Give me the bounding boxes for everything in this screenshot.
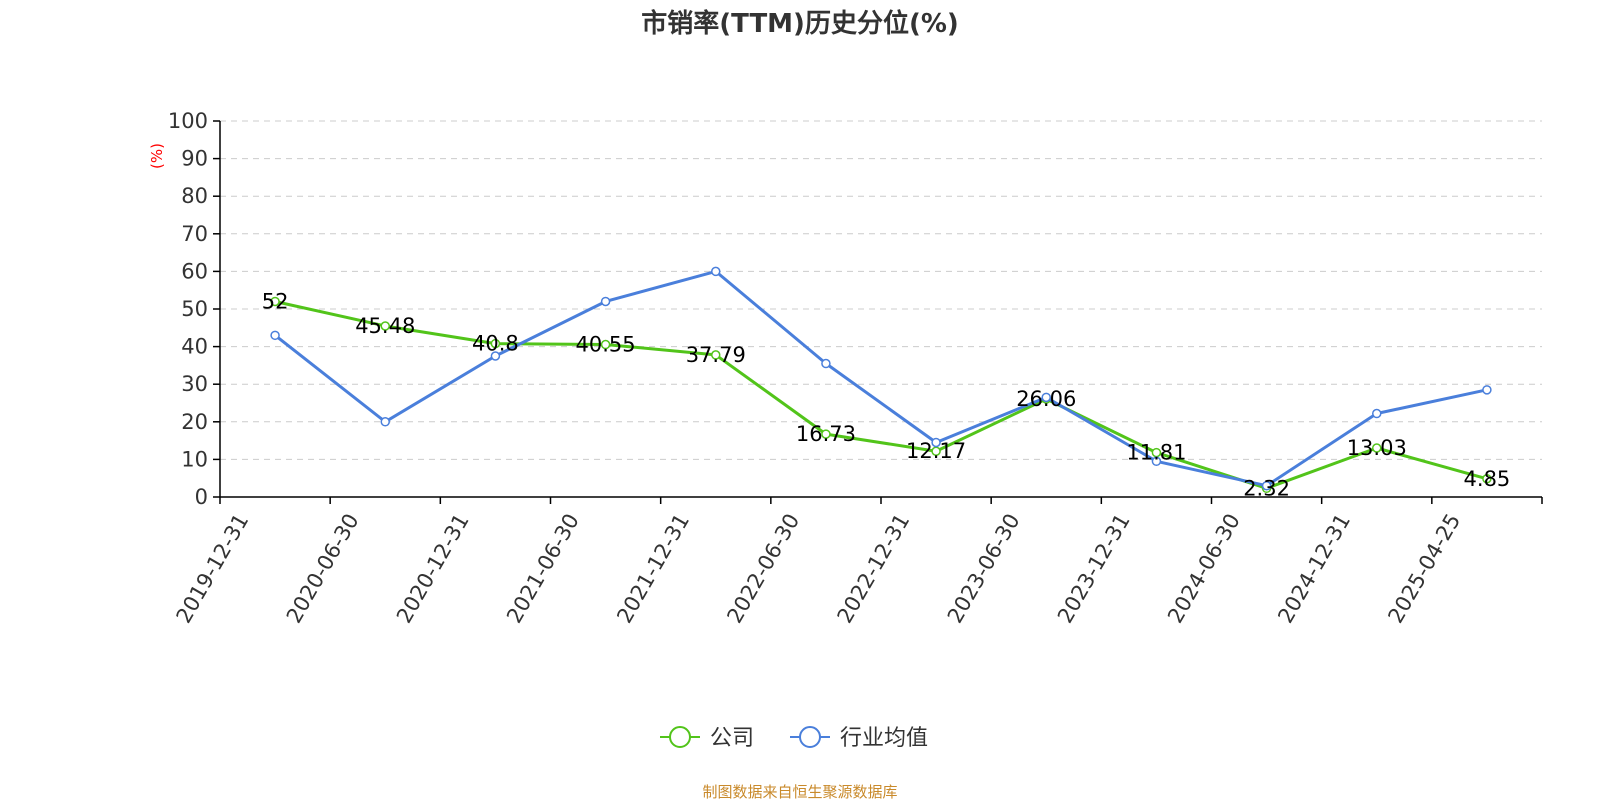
data-point-0[interactable] [711, 350, 721, 360]
x-tick-label: 2019-12-31 [172, 510, 254, 628]
x-tick-label: 2023-12-31 [1053, 510, 1135, 628]
y-tick-label: 50 [181, 297, 208, 321]
x-tick-label: 2021-06-30 [502, 510, 584, 628]
data-label: 12.17 [906, 439, 966, 463]
data-label: 16.73 [796, 422, 856, 446]
series-line-0 [274, 300, 1488, 490]
x-tick-label: 2024-12-31 [1273, 510, 1355, 628]
legend-label: 行业均值 [840, 726, 928, 751]
y-tick-label: 90 [181, 147, 208, 171]
y-tick-label: 10 [181, 447, 208, 471]
x-tick-label: 2020-06-30 [282, 510, 364, 628]
data-point-0[interactable] [600, 339, 611, 350]
data-point-1[interactable] [1372, 408, 1382, 419]
x-tick-label: 2024-06-30 [1163, 510, 1245, 628]
chart-title: 市销率(TTM)历史分位(%) [641, 8, 959, 39]
data-label: 26.06 [1016, 387, 1076, 411]
legend-item-1[interactable]: 行业均值 [790, 726, 928, 751]
data-label-layer: 52 45.48 40.8 40.55 37.79 16.73 12.17 26.06 11.8… [262, 289, 1511, 500]
data-point-0[interactable] [490, 338, 501, 349]
legend-item-0[interactable]: 公司 [660, 726, 754, 751]
data-label: 4.85 [1464, 467, 1511, 491]
data-point-0[interactable] [270, 296, 280, 307]
y-axis-label: (%) [148, 143, 166, 169]
source-note: 制图数据来自恒生聚源数据库 [702, 783, 897, 800]
data-point-1[interactable] [490, 351, 501, 361]
data-point-1[interactable] [1151, 456, 1162, 467]
data-label: 37.79 [686, 343, 746, 367]
series-line-1 [274, 269, 1488, 488]
data-point-1[interactable] [931, 437, 941, 448]
y-tick-label: 60 [181, 259, 208, 283]
x-tick-label: 2021-12-31 [612, 510, 694, 628]
data-point-0[interactable] [1372, 443, 1382, 453]
y-tick-label: 80 [181, 184, 208, 208]
grid-layer [220, 120, 1542, 460]
y-tick-label: 0 [195, 485, 208, 509]
y-tick-label: 20 [181, 410, 208, 434]
legend-label: 公司 [710, 726, 754, 751]
data-point-0[interactable] [1482, 474, 1492, 484]
x-tick-label: 2022-12-31 [833, 510, 915, 628]
legend-marker [669, 726, 691, 748]
x-tick-label: 2020-12-31 [392, 510, 474, 628]
x-tick-label: 2025-04-25 [1383, 510, 1465, 628]
data-label: 40.55 [576, 333, 636, 357]
y-tick-label: 40 [181, 335, 208, 359]
data-point-1[interactable] [270, 330, 280, 341]
data-point-0[interactable] [821, 429, 831, 439]
data-label: 11.81 [1126, 441, 1186, 465]
data-point-1[interactable] [1261, 480, 1272, 491]
data-point-1[interactable] [1041, 392, 1051, 403]
data-point-0[interactable] [931, 446, 941, 456]
data-label: 52 [262, 289, 289, 313]
x-tick-label: 2023-06-30 [943, 510, 1025, 628]
data-point-1[interactable] [600, 296, 611, 307]
data-point-1[interactable] [1482, 385, 1492, 395]
series-layer [270, 266, 1492, 494]
data-point-1[interactable] [380, 417, 390, 427]
data-label: 2.32 [1243, 476, 1290, 500]
y-tick-label: 100 [168, 109, 208, 133]
axis-layer: 0 10 20 30 40 50 60 70 80 90 100 2019-12-31 2020-06-… [168, 109, 1543, 628]
x-tick-label: 2022-06-30 [722, 510, 804, 628]
data-point-1[interactable] [711, 266, 721, 277]
data-point-1[interactable] [821, 358, 831, 369]
legend[interactable]: 公司 行业均值 [660, 726, 928, 751]
data-point-0[interactable] [380, 321, 390, 331]
y-tick-label: 30 [181, 372, 208, 396]
data-label: 45.48 [355, 314, 415, 338]
y-tick-label: 70 [181, 222, 208, 246]
data-label: 13.03 [1347, 436, 1407, 460]
legend-marker [799, 726, 821, 748]
data-label: 40.8 [472, 332, 519, 356]
